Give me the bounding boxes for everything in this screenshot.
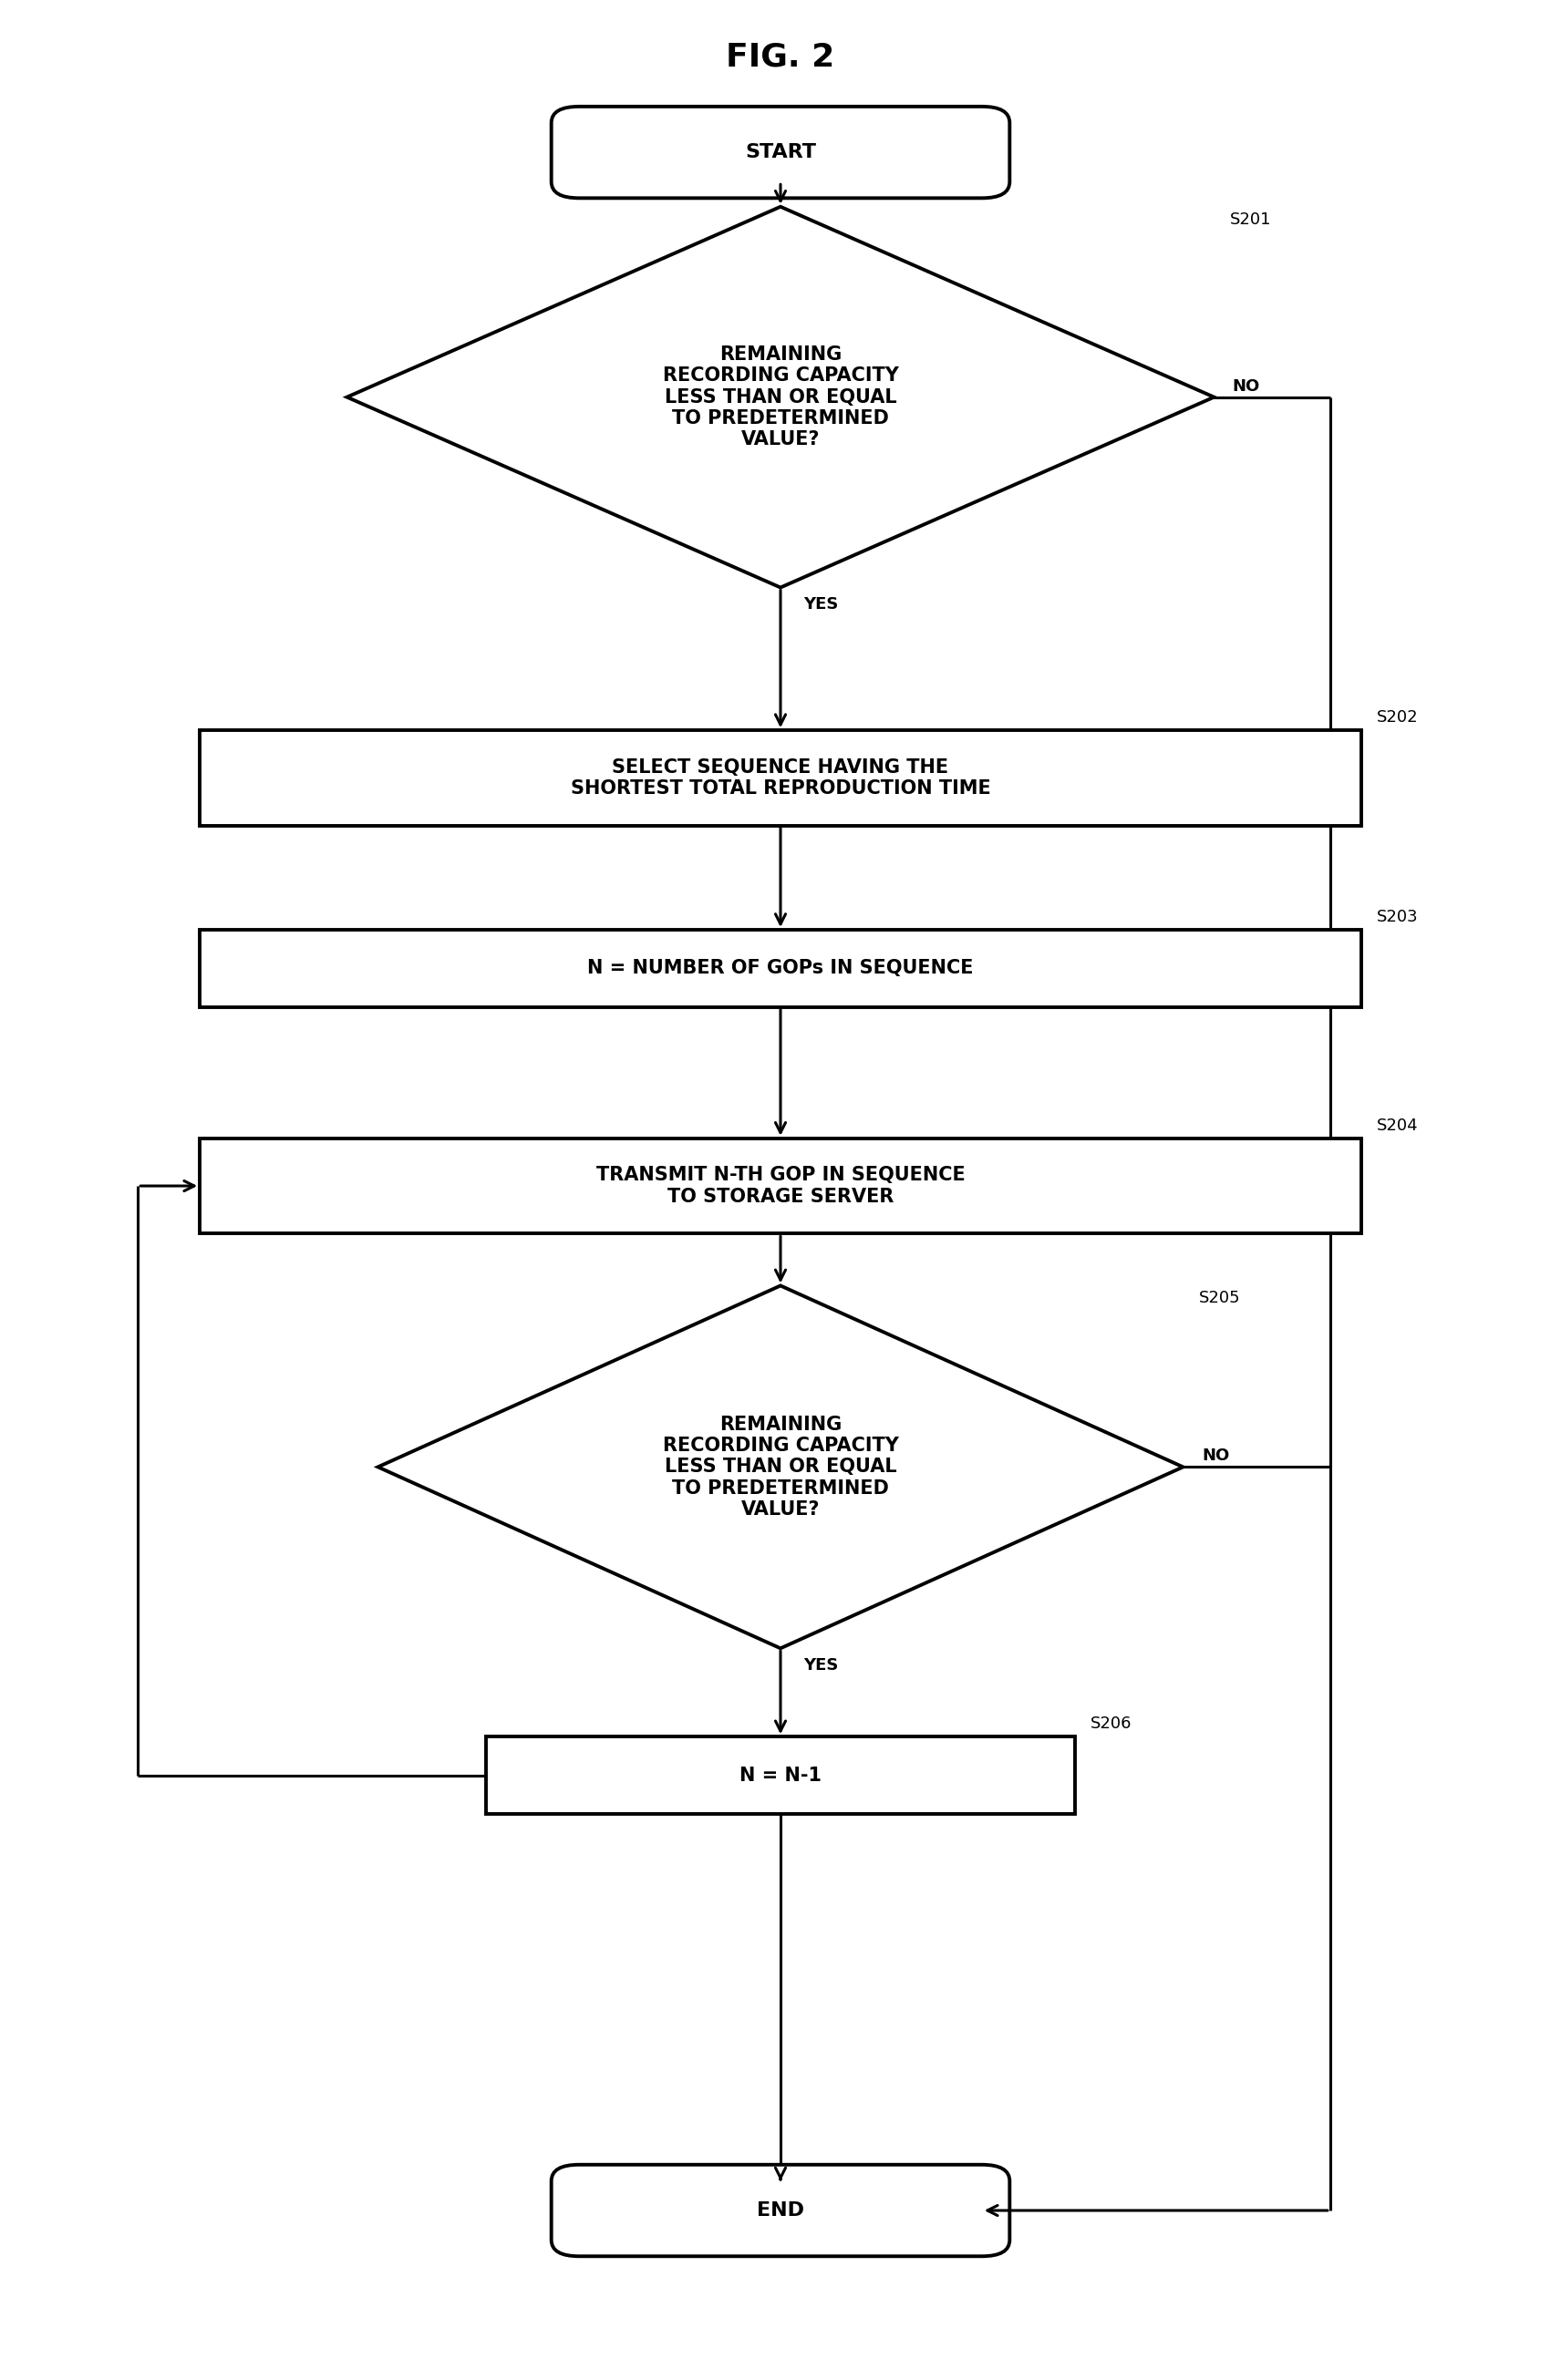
Text: N = NUMBER OF GOPs IN SEQUENCE: N = NUMBER OF GOPs IN SEQUENCE: [587, 959, 974, 978]
Text: S205: S205: [1199, 1290, 1239, 1307]
Text: NO: NO: [1233, 378, 1260, 395]
Text: REMAINING
RECORDING CAPACITY
LESS THAN OR EQUAL
TO PREDETERMINED
VALUE?: REMAINING RECORDING CAPACITY LESS THAN O…: [662, 1416, 899, 1518]
Bar: [487, 1737, 1074, 1814]
Polygon shape: [378, 1285, 1183, 1649]
Text: S201: S201: [1230, 212, 1271, 228]
Text: S204: S204: [1377, 1116, 1419, 1133]
Text: NO: NO: [1202, 1447, 1229, 1464]
Polygon shape: [347, 207, 1214, 588]
Text: S206: S206: [1090, 1716, 1132, 1733]
Text: YES: YES: [804, 1656, 838, 1673]
Text: END: END: [757, 2202, 804, 2221]
Text: S202: S202: [1377, 709, 1419, 726]
Text: YES: YES: [804, 597, 838, 614]
Bar: [200, 1138, 1361, 1233]
Text: START: START: [745, 143, 816, 162]
Text: SELECT SEQUENCE HAVING THE
SHORTEST TOTAL REPRODUCTION TIME: SELECT SEQUENCE HAVING THE SHORTEST TOTA…: [570, 759, 991, 797]
Text: FIG. 2: FIG. 2: [726, 40, 835, 74]
FancyBboxPatch shape: [551, 2166, 1010, 2256]
Text: TRANSMIT N-TH GOP IN SEQUENCE
TO STORAGE SERVER: TRANSMIT N-TH GOP IN SEQUENCE TO STORAGE…: [596, 1166, 965, 1207]
Text: N = N-1: N = N-1: [740, 1766, 821, 1785]
Bar: [200, 731, 1361, 826]
Text: REMAINING
RECORDING CAPACITY
LESS THAN OR EQUAL
TO PREDETERMINED
VALUE?: REMAINING RECORDING CAPACITY LESS THAN O…: [662, 345, 899, 447]
FancyBboxPatch shape: [551, 107, 1010, 198]
Text: S203: S203: [1377, 909, 1419, 926]
Bar: [200, 931, 1361, 1007]
